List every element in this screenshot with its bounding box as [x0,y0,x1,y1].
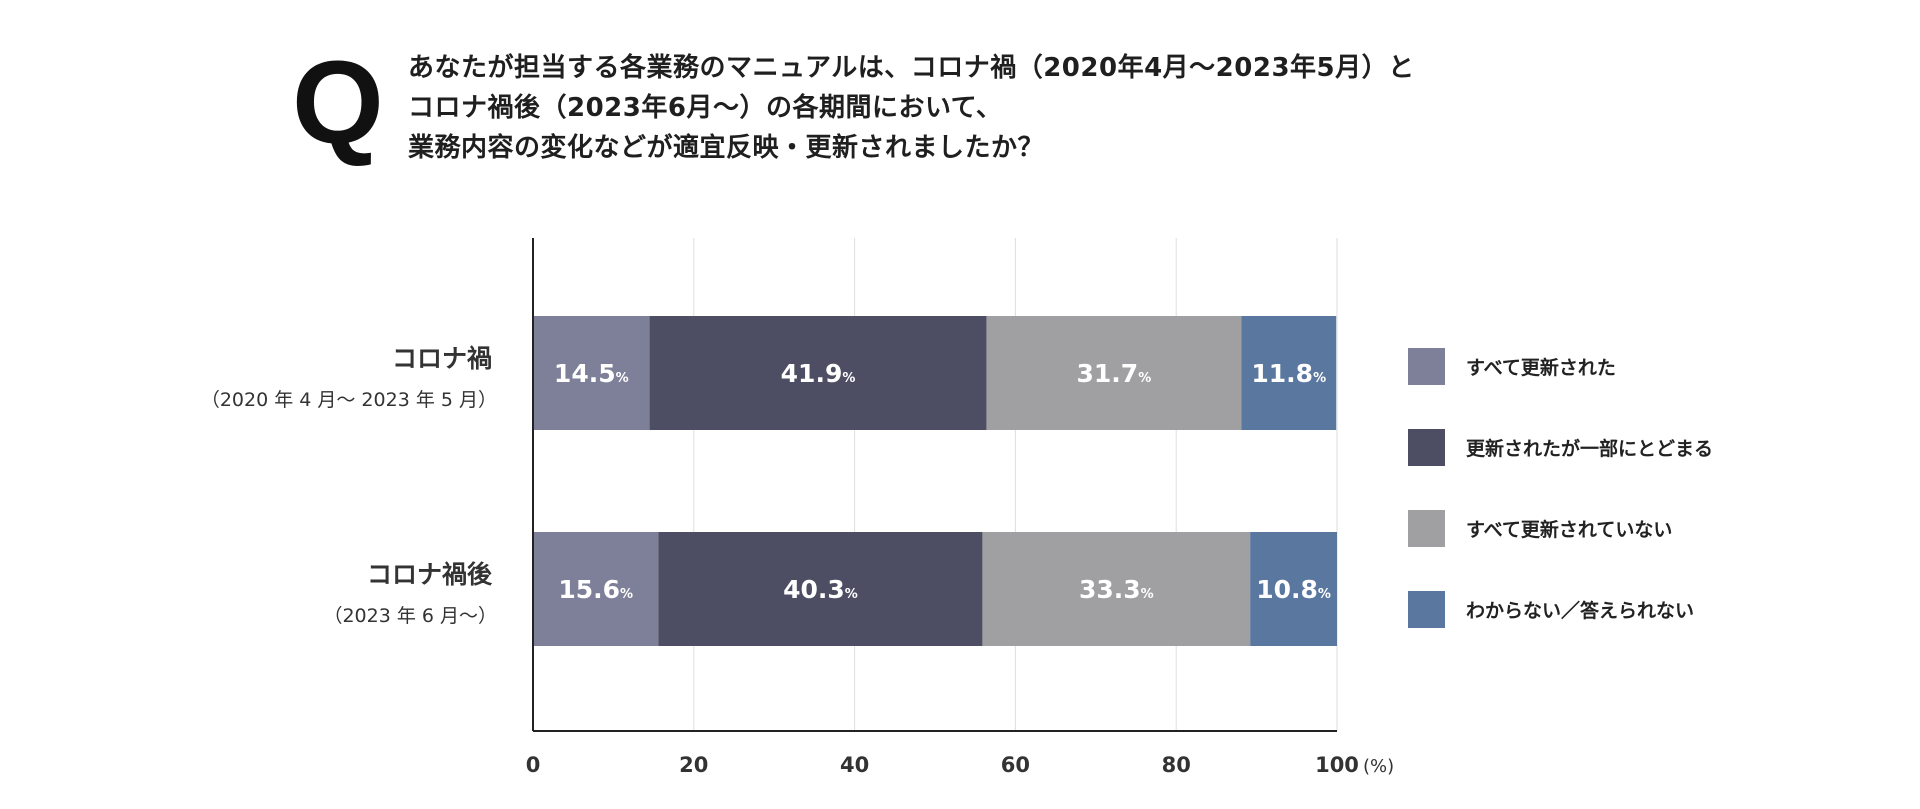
legend-swatch [1408,591,1445,628]
x-tick-label-20: 20 [679,753,708,777]
question-line-3: 業務内容の変化などが適宜反映・更新されましたか？ [408,133,1045,163]
x-tick-label-0: 0 [526,753,541,777]
legend-swatch [1408,429,1445,466]
question-line-1: あなたが担当する各業務のマニュアルは、コロナ禍（2020年4月～2023年5月）… [408,53,1415,83]
data-label-0-0: 14.5% [554,359,629,388]
category-sublabel-0: （2020 年 4 月～ 2023 年 5 月） [201,389,497,411]
category-label-0: コロナ禍 [392,344,492,373]
category-label-1: コロナ禍後 [367,560,493,589]
legend-item-unknown: わからない／答えられない [1408,591,1694,628]
bar-segment-1-0 [533,532,659,646]
bar-segment-0-2 [986,316,1242,430]
question-text: あなたが担当する各業務のマニュアルは、コロナ禍（2020年4月～2023年5月）… [408,48,1415,168]
legend-label: わからない／答えられない [1466,600,1695,622]
legend-item-partially-updated: 更新されたが一部にとどまる [1408,429,1713,466]
legend-label: 更新されたが一部にとどまる [1466,438,1714,460]
bar-segment-0-3 [1241,316,1337,430]
question-line-2: コロナ禍後（2023年6月～）の各期間において、 [408,93,1003,123]
x-tick-label-100: 100 [1315,753,1359,777]
bar-segment-1-1 [658,532,983,646]
x-tick-label-80: 80 [1162,753,1191,777]
legend-label: すべて更新されていない [1466,519,1673,541]
legend-item-not-updated: すべて更新されていない [1408,510,1672,547]
bar-segment-0-1 [649,316,987,430]
category-sublabel-1: （2023 年 6 月～） [323,605,497,627]
data-label-1-3: 10.8% [1256,575,1331,604]
bar-segment-1-2 [982,532,1251,646]
legend-item-all-updated: すべて更新された [1408,348,1616,385]
x-tick-label-40: 40 [840,753,869,777]
legend-swatch [1408,348,1445,385]
x-axis-unit: (%) [1363,756,1394,777]
bar-segment-1-3 [1250,532,1337,646]
legend-swatch [1408,510,1445,547]
legend-label: すべて更新された [1466,357,1616,379]
bar-segment-0-0 [533,316,650,430]
question-mark-q: Q [292,37,384,169]
x-tick-label-60: 60 [1001,753,1030,777]
